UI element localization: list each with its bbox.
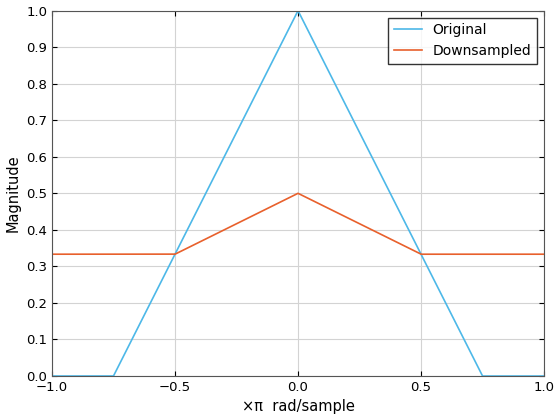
Downsampled bbox=[259, 208, 266, 213]
Legend: Original, Downsampled: Original, Downsampled bbox=[388, 18, 537, 63]
Downsampled bbox=[406, 246, 413, 251]
Y-axis label: Magnitude: Magnitude bbox=[6, 155, 21, 232]
Downsampled bbox=[282, 197, 289, 202]
Downsampled bbox=[112, 252, 119, 257]
Original bbox=[259, 78, 266, 83]
Line: Original: Original bbox=[52, 10, 544, 376]
Original bbox=[49, 373, 55, 378]
Original bbox=[406, 229, 413, 234]
Original bbox=[540, 373, 547, 378]
Line: Downsampled: Downsampled bbox=[52, 193, 544, 254]
Downsampled bbox=[540, 252, 547, 257]
Downsampled bbox=[49, 252, 55, 257]
Downsampled bbox=[526, 252, 533, 257]
Downsampled bbox=[501, 252, 508, 257]
Downsampled bbox=[295, 191, 301, 196]
Original bbox=[501, 373, 508, 378]
Original bbox=[282, 32, 289, 37]
Downsampled bbox=[255, 210, 262, 215]
Original bbox=[295, 8, 301, 13]
Original bbox=[255, 86, 262, 91]
X-axis label: ×π  rad/sample: ×π rad/sample bbox=[241, 399, 354, 415]
Original bbox=[526, 373, 533, 378]
